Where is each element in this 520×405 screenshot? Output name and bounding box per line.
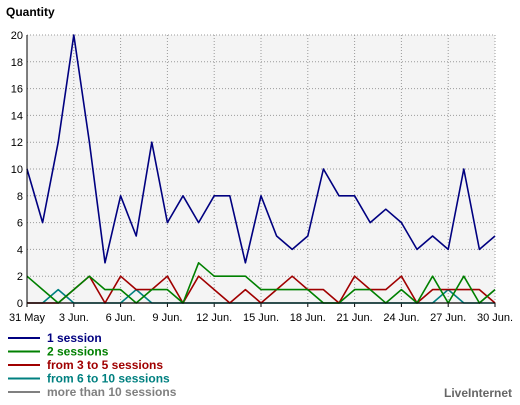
chart-title: Quantity [6, 5, 55, 19]
y-tick-label: 6 [17, 218, 23, 230]
y-tick-label: 0 [17, 298, 23, 310]
x-tick-label: 15 Jun. [243, 312, 279, 324]
gridlines [27, 34, 496, 303]
y-tick-label: 12 [11, 137, 23, 149]
legend-label: 2 sessions [47, 345, 109, 359]
x-tick-label: 12 Jun. [196, 312, 232, 324]
x-tick-label: 30 Jun. [477, 312, 513, 324]
x-tick-label: 9 Jun. [152, 312, 182, 324]
y-tick-label: 4 [17, 244, 23, 256]
y-tick-label: 14 [11, 110, 23, 122]
y-tick-label: 10 [11, 164, 23, 176]
brand-label: LiveInternet [444, 386, 512, 400]
series-line [26, 34, 496, 264]
x-tick-label: 27 Jun. [430, 312, 466, 324]
y-tick-label: 18 [11, 57, 23, 69]
x-tick-label: 21 Jun. [337, 312, 373, 324]
y-tick-label: 2 [17, 271, 23, 283]
y-tick-label: 20 [11, 30, 23, 42]
x-tick-label: 6 Jun. [106, 312, 136, 324]
legend-label: from 6 to 10 sessions [47, 372, 170, 386]
x-tick-label: 31 May [9, 312, 46, 324]
x-tick-label: 24 Jun. [383, 312, 419, 324]
y-axis-ticks: 0 2 4 6 8 10 12 14 16 18 20 [11, 30, 23, 310]
legend-label: from 3 to 5 sessions [47, 358, 163, 372]
axes [26, 35, 495, 304]
x-tick-label: 3 Jun. [59, 312, 89, 324]
x-axis-ticks: 31 May 3 Jun. 6 Jun. 9 Jun. 12 Jun. 15 Jun. 18… [9, 303, 513, 324]
legend-label: more than 10 sessions [47, 385, 177, 399]
legend-label: 1 session [47, 331, 102, 345]
y-tick-label: 16 [11, 84, 23, 96]
y-tick-label: 8 [17, 191, 23, 203]
x-tick-label: 18 Jun. [290, 312, 326, 324]
